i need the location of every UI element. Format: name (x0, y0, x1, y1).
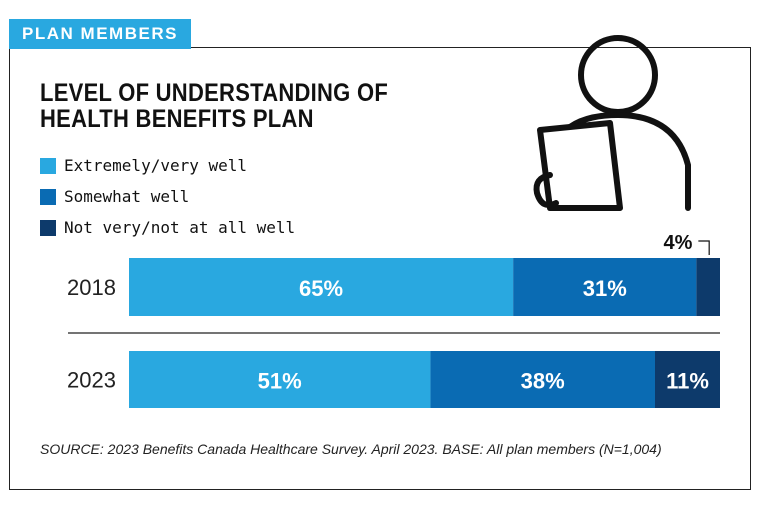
chart-title-line-1: LEVEL OF UNDERSTANDING OF (40, 79, 389, 107)
source-note: SOURCE: 2023 Benefits Canada Healthcare … (40, 441, 662, 457)
chart-frame (9, 47, 751, 490)
data-label-2018-not-very-not-at-all-well: 4% (663, 232, 692, 254)
legend-swatch-somewhat-well (40, 188, 56, 205)
legend-label-not-very-well: Not very/not at all well (64, 218, 296, 237)
bar-2023-somewhat-well (430, 351, 655, 408)
bar-2018-extremely-very-well (129, 258, 514, 316)
data-label-2018-extremely-very-well: 65% (299, 276, 343, 301)
legend-swatch-extremely-very-well (40, 157, 56, 174)
data-label-2023-not-very-not-at-all-well: 11% (666, 369, 709, 394)
chart-title-line-2: HEALTH BENEFITS PLAN (40, 105, 314, 133)
person-with-clipboard-icon (533, 35, 691, 211)
section-tag: PLAN MEMBERS (9, 19, 191, 49)
legend: Extremely/very well Somewhat well Not ve… (40, 150, 295, 243)
legend-item-extremely-very-well: Extremely/very well (40, 150, 295, 181)
legend-label-extremely-very-well: Extremely/very well (64, 156, 248, 175)
legend-swatch-not-very-well (40, 219, 56, 236)
data-label-2018-somewhat-well: 31% (583, 276, 627, 301)
category-label-2018: 2018 (67, 275, 116, 300)
data-label-2023-extremely-very-well: 51% (258, 369, 302, 394)
data-label-2023-somewhat-well: 38% (521, 369, 565, 394)
legend-item-not-very-well: Not very/not at all well (40, 212, 295, 243)
callout-leader-2018-not-very-not-at-all-well (698, 240, 710, 255)
legend-label-somewhat-well: Somewhat well (64, 187, 190, 206)
category-label-2023: 2023 (67, 368, 116, 393)
bar-2018-somewhat-well (513, 258, 697, 316)
bar-2018-not-very-not-at-all-well (696, 258, 720, 316)
chart-title: LEVEL OF UNDERSTANDING OF HEALTH BENEFIT… (40, 80, 388, 132)
bar-2023-extremely-very-well (129, 351, 431, 408)
legend-item-somewhat-well: Somewhat well (40, 181, 295, 212)
bar-2023-not-very-not-at-all-well (654, 351, 720, 408)
